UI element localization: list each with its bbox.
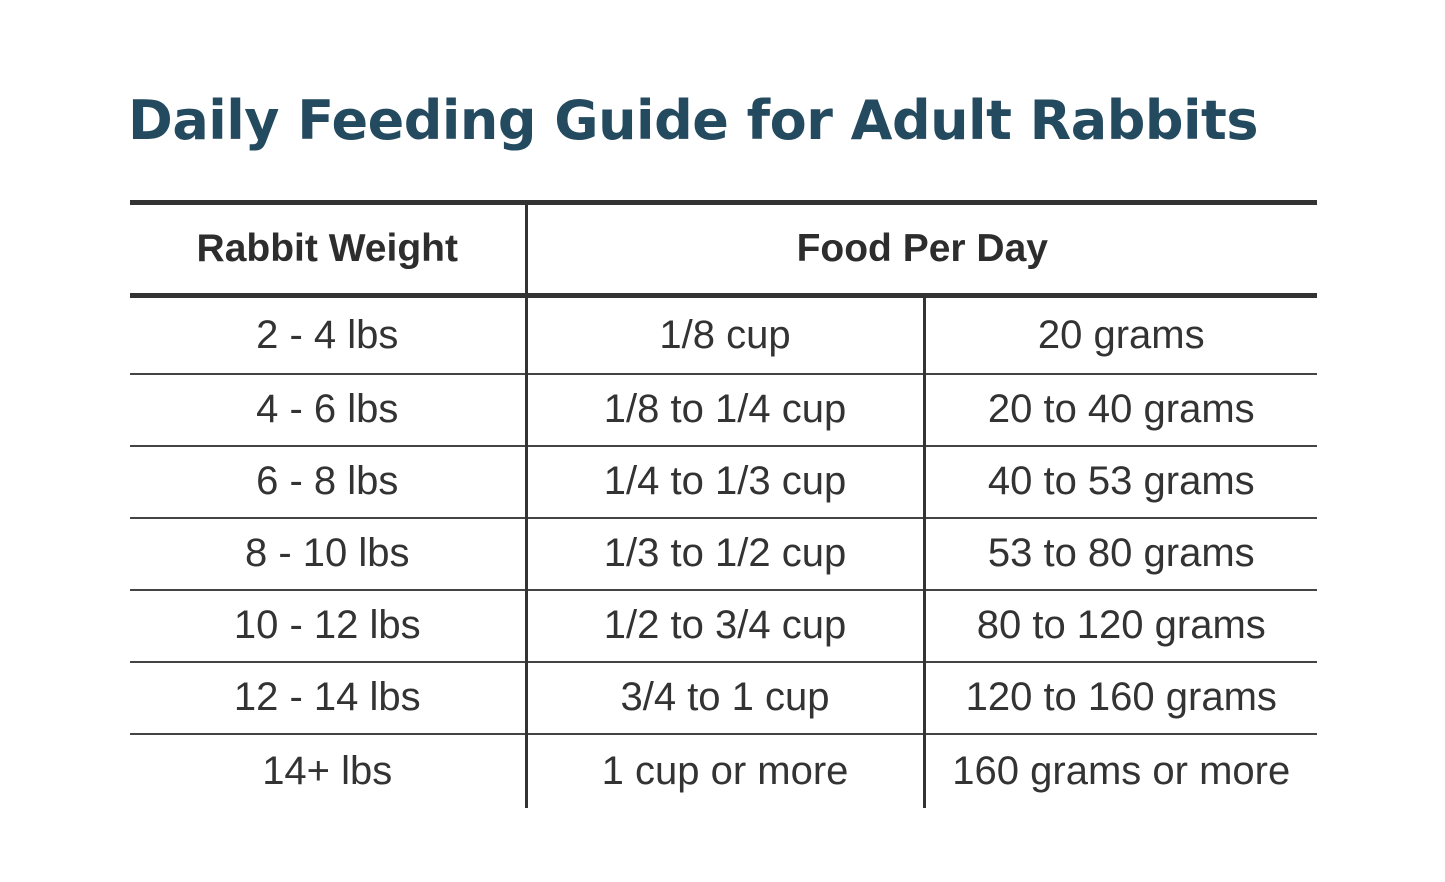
table-row: 12 - 14 lbs 3/4 to 1 cup 120 to 160 gram…	[130, 661, 1318, 734]
cell-weight: 12 - 14 lbs	[130, 661, 528, 734]
cell-grams: 40 to 53 grams	[987, 459, 1255, 503]
feeding-guide-table: Rabbit Weight Food Per Day 2 - 4 lbs 1/8…	[130, 200, 1318, 808]
table-row: 2 - 4 lbs 1/8 cup 20 grams	[130, 295, 1318, 374]
cell-weight: 10 - 12 lbs	[130, 589, 528, 662]
cell-grams: 160 grams or more	[952, 748, 1291, 793]
cell-cups: 1/4 to 1/3 cup	[526, 445, 926, 518]
table-row: 8 - 10 lbs 1/3 to 1/2 cup 53 to 80 grams	[130, 517, 1318, 590]
table-row: 4 - 6 lbs 1/8 to 1/4 cup 20 to 40 grams	[130, 373, 1318, 446]
cell-weight: 14+ lbs	[130, 733, 528, 808]
cell-grams: 80 to 120 grams	[976, 603, 1266, 647]
cell-grams: 20 to 40 grams	[987, 387, 1255, 431]
table-row: 6 - 8 lbs 1/4 to 1/3 cup 40 to 53 grams	[130, 445, 1318, 518]
cell-cups: 1 cup or more	[526, 733, 926, 808]
cell-weight: 4 - 6 lbs	[130, 373, 528, 446]
table-header: Rabbit Weight Food Per Day	[130, 202, 1318, 296]
table-row: 14+ lbs 1 cup or more 160 grams or more	[130, 733, 1317, 808]
cell-weight: 2 - 4 lbs	[130, 295, 528, 374]
cell-cups: 1/2 to 3/4 cup	[526, 589, 926, 662]
cell-grams: 120 to 160 grams	[965, 675, 1277, 719]
cell-cups: 1/3 to 1/2 cup	[526, 517, 926, 590]
page-title: Daily Feeding Guide for Adult Rabbits	[128, 89, 1258, 152]
cell-grams: 53 to 80 grams	[987, 531, 1255, 575]
header-food-per-day: Food Per Day	[796, 227, 1048, 270]
cell-weight: 8 - 10 lbs	[130, 517, 528, 590]
cell-cups: 1/8 cup	[526, 295, 926, 374]
table-body: 2 - 4 lbs 1/8 cup 20 grams 4 - 6 lbs 1/8…	[130, 295, 1318, 808]
cell-cups: 1/8 to 1/4 cup	[526, 373, 926, 446]
cell-weight: 6 - 8 lbs	[130, 445, 528, 518]
header-rabbit-weight: Rabbit Weight	[130, 202, 528, 296]
cell-grams: 20 grams	[1037, 312, 1205, 357]
cell-cups: 3/4 to 1 cup	[526, 661, 926, 734]
table-row: 10 - 12 lbs 1/2 to 3/4 cup 80 to 120 gra…	[130, 589, 1318, 662]
header-row: Rabbit Weight Food Per Day	[130, 202, 1318, 296]
